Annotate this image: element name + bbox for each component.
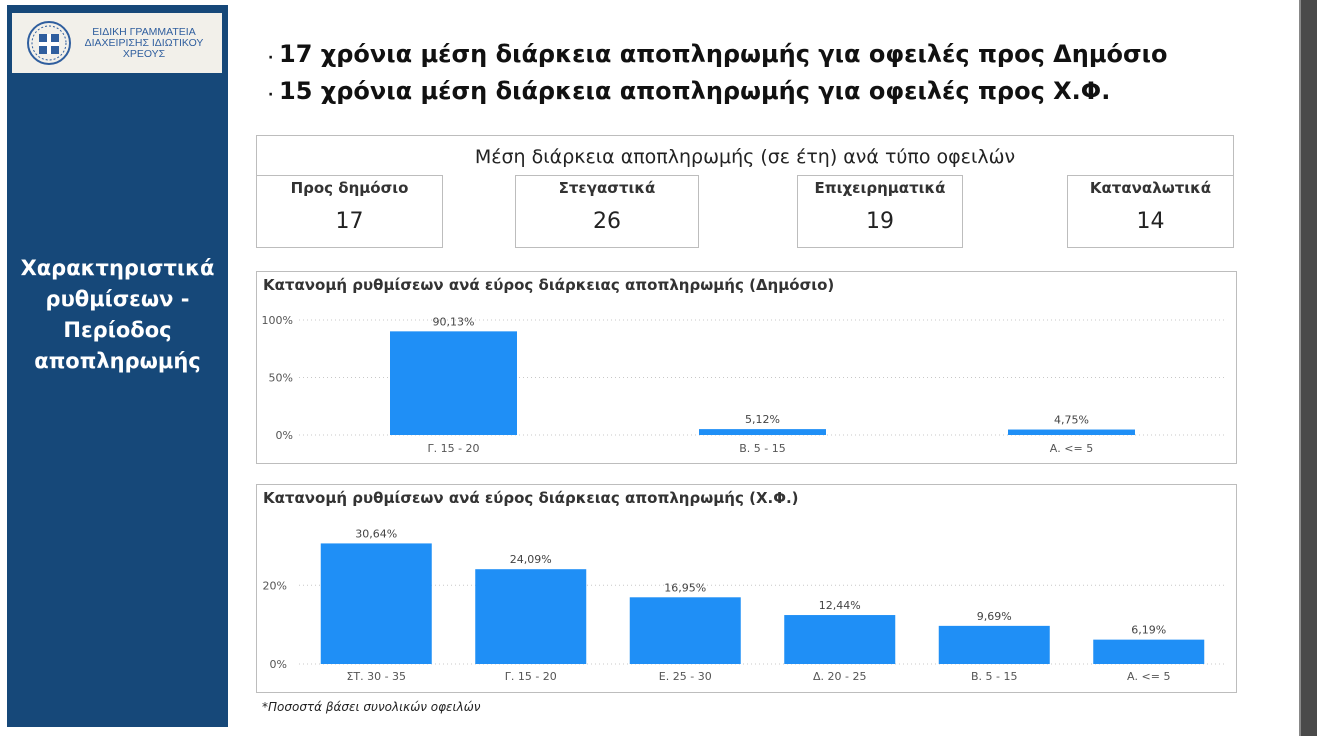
chart-public: Κατανομή ρυθμίσεων ανά εύρος διάρκειας α… <box>256 271 1237 464</box>
data-label: 9,69% <box>977 610 1012 623</box>
chart-public-plot: 100% 50% 0% 90,13% Γ. 15 - 20 5,12% Β. 5 - 15 4… <box>262 314 1226 455</box>
bar[interactable] <box>475 569 587 664</box>
y-tick-label: 100% <box>262 314 293 327</box>
bullet-text: 17 χρόνια μέση διάρκεια αποπληρωμής για … <box>279 40 1168 68</box>
x-tick-label: Β. 5 - 15 <box>739 442 786 455</box>
bar[interactable] <box>699 429 826 435</box>
data-label: 24,09% <box>510 553 552 566</box>
logo-line: ΔΙΑΧΕΙΡΙΣΗΣ ΙΔΙΩΤΙΚΟΥ <box>84 36 204 49</box>
bar[interactable] <box>390 331 517 435</box>
data-label: 5,12% <box>745 413 780 426</box>
x-tick-label: Α. <= 5 <box>1050 442 1093 455</box>
logo-line: ΕΙΔΙΚΗ ΓΡΑΜΜΑΤΕΙΑ <box>92 25 196 38</box>
kpi-label: Επιχειρηματικά <box>814 179 946 197</box>
x-tick-label: Ε. 25 - 30 <box>659 670 712 683</box>
bar[interactable] <box>320 543 432 664</box>
logo-text: ΕΙΔΙΚΗ ΓΡΑΜΜΑΤΕΙΑ ΔΙΑΧΕΙΡΙΣΗΣ ΙΔΙΩΤΙΚΟΥ … <box>72 25 222 60</box>
kpi-value: 14 <box>1136 209 1165 234</box>
chart-private: Κατανομή ρυθμίσεων ανά εύρος διάρκειας α… <box>256 484 1237 693</box>
greek-emblem-icon <box>27 21 71 65</box>
y-tick-label: 0% <box>270 658 287 671</box>
data-label: 4,75% <box>1054 414 1089 427</box>
chart-title: Κατανομή ρυθμίσεων ανά εύρος διάρκειας α… <box>263 276 835 294</box>
section-title: Χαρακτηριστικά ρυθμίσεων - Περίοδος αποπ… <box>7 253 228 377</box>
bar[interactable] <box>1008 429 1135 435</box>
kpi-card-consumer: Καταναλωτικά 14 <box>1067 175 1234 248</box>
y-tick-label: 0% <box>276 429 293 442</box>
y-tick-label: 50% <box>269 372 293 385</box>
bar[interactable] <box>629 597 741 664</box>
section-title-line: Χαρακτηριστικά <box>20 256 215 280</box>
section-title-line: ρυθμίσεων - <box>45 287 190 311</box>
data-label: 30,64% <box>355 527 397 540</box>
x-tick-label: ΣΤ. 30 - 35 <box>346 670 406 683</box>
bullet-dot-icon: · <box>268 87 274 103</box>
bullet-text: 15 χρόνια μέση διάρκεια αποπληρωμής για … <box>279 77 1111 105</box>
kpi-title: Μέση διάρκεια αποπληρωμής (σε έτη) ανά τ… <box>256 135 1234 175</box>
kpi-card-housing: Στεγαστικά 26 <box>515 175 699 248</box>
data-label: 12,44% <box>819 599 861 612</box>
x-tick-label: Γ. 15 - 20 <box>427 442 479 455</box>
logo: ΕΙΔΙΚΗ ΓΡΑΜΜΑΤΕΙΑ ΔΙΑΧΕΙΡΙΣΗΣ ΙΔΙΩΤΙΚΟΥ … <box>12 13 222 73</box>
chart-private-plot: 20% 0% 30,64% ΣΤ. 30 - 35 24,09% Γ. 15 - 20 16… <box>263 527 1226 683</box>
x-tick-label: Δ. 20 - 25 <box>813 670 866 683</box>
bar[interactable] <box>1093 639 1205 664</box>
summary-bullets: · 17 χρόνια μέση διάρκεια αποπληρωμής γι… <box>268 40 1168 114</box>
data-label: 6,19% <box>1131 624 1166 637</box>
data-label: 90,13% <box>433 315 475 328</box>
data-label: 16,95% <box>664 581 706 594</box>
kpi-panel: Μέση διάρκεια αποπληρωμής (σε έτη) ανά τ… <box>256 135 1234 248</box>
kpi-value: 19 <box>866 209 894 234</box>
bar[interactable] <box>938 625 1050 664</box>
logo-line: ΧΡΕΟΥΣ <box>122 47 166 60</box>
section-title-line: αποπληρωμής <box>34 349 201 373</box>
bullet-item: · 15 χρόνια μέση διάρκεια αποπληρωμής γι… <box>268 77 1168 114</box>
sidebar: ΕΙΔΙΚΗ ΓΡΑΜΜΑΤΕΙΑ ΔΙΑΧΕΙΡΙΣΗΣ ΙΔΙΩΤΙΚΟΥ … <box>7 5 228 727</box>
kpi-label: Καταναλωτικά <box>1089 179 1212 197</box>
bullet-dot-icon: · <box>268 50 274 66</box>
bullet-item: · 17 χρόνια μέση διάρκεια αποπληρωμής γι… <box>268 40 1168 77</box>
kpi-value: 17 <box>335 209 364 234</box>
bar[interactable] <box>784 615 896 664</box>
x-tick-label: Γ. 15 - 20 <box>505 670 557 683</box>
chart-title: Κατανομή ρυθμίσεων ανά εύρος διάρκειας α… <box>263 489 799 507</box>
section-title-line: Περίοδος <box>63 318 172 342</box>
kpi-card-business: Επιχειρηματικά 19 <box>797 175 963 248</box>
kpi-label: Προς δημόσιο <box>290 179 409 197</box>
x-tick-label: Β. 5 - 15 <box>971 670 1018 683</box>
window-scrollbar[interactable] <box>1299 0 1317 736</box>
kpi-value: 26 <box>593 209 621 234</box>
kpi-card-public: Προς δημόσιο 17 <box>256 175 443 248</box>
y-tick-label: 20% <box>263 579 287 592</box>
footnote: *Ποσοστά βάσει συνολικών οφειλών <box>262 700 481 714</box>
kpi-label: Στεγαστικά <box>558 179 656 197</box>
x-tick-label: Α. <= 5 <box>1127 670 1170 683</box>
